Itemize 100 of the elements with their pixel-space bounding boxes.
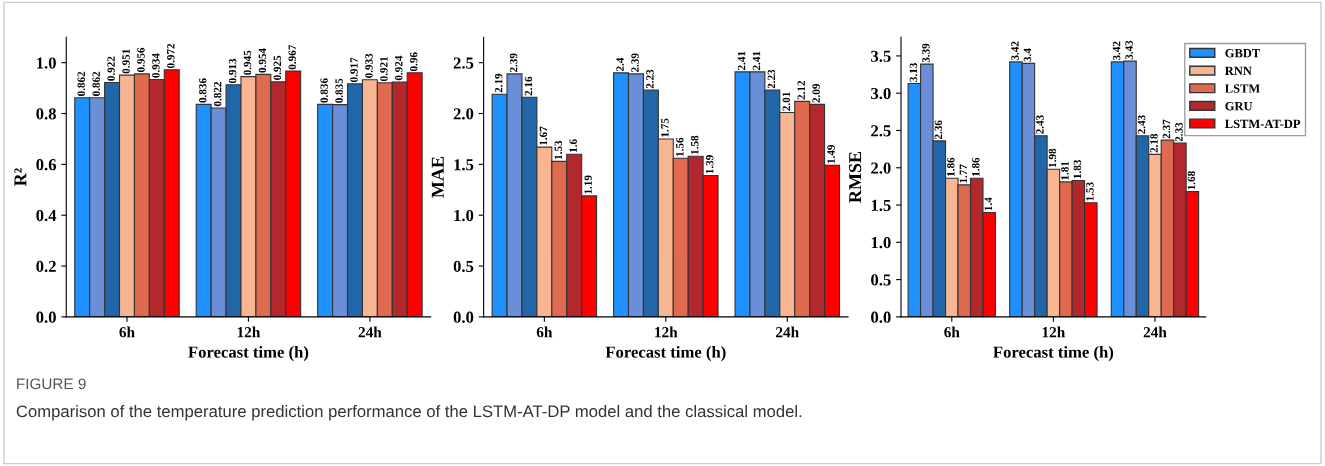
data-label: 2.43 [1036, 115, 1044, 134]
x-tick-label: 6h [944, 326, 960, 338]
data-label: 3.4 [1023, 48, 1032, 62]
data-label: 2.16 [524, 76, 533, 96]
data-label: 3.13 [909, 63, 918, 82]
y-tick-label: 0.2 [36, 260, 56, 273]
data-label: 0.917 [350, 57, 358, 82]
y-tick-label: 2.5 [871, 125, 891, 137]
data-label: 1.53 [1086, 182, 1094, 201]
data-label: 1.86 [972, 157, 980, 176]
x-axis-title: Forecast time (h) [605, 346, 726, 362]
data-label: 1.4 [984, 197, 993, 211]
x-tick-label: 24h [776, 326, 799, 338]
data-label: 1.81 [1061, 161, 1069, 180]
data-label: 2.18 [1150, 133, 1158, 153]
y-tick-label: 0.4 [36, 209, 57, 222]
data-label: 1.67 [539, 126, 548, 145]
data-label: 0.835 [335, 78, 343, 103]
data-label: 0.96 [409, 52, 418, 72]
y-tick-label: 3.5 [871, 50, 891, 62]
data-label: 0.951 [122, 49, 130, 74]
y-tick-label: 0.0 [36, 311, 56, 323]
y-axis-title: MAE [431, 156, 444, 198]
caption: FIGURE 9 [17, 378, 86, 390]
data-label: 0.934 [152, 53, 160, 78]
data-label: 2.01 [782, 92, 791, 111]
data-label: 1.53 [554, 140, 563, 160]
y-tick-label: 1.5 [871, 199, 891, 212]
x-tick-label: 6h [536, 326, 553, 338]
data-label: 0.862 [92, 71, 100, 96]
data-label: 0.924 [395, 55, 403, 81]
legend-label: RNN [1225, 66, 1252, 75]
data-label: 0.956 [137, 47, 145, 73]
data-label: 1.19 [584, 175, 592, 194]
y-tick-label: 1.5 [454, 159, 474, 171]
data-label: 3.42 [1011, 41, 1019, 61]
data-label: 2.23 [767, 69, 776, 89]
y-tick-label: 0.0 [453, 311, 474, 323]
y-tick-label: 0.5 [871, 274, 891, 286]
data-label: 0.836 [320, 78, 328, 103]
y-tick-label: 2.5 [453, 57, 474, 69]
y-tick-label: 0.5 [453, 260, 474, 273]
data-label: 2.33 [1175, 122, 1183, 142]
y-tick-label: 1.0 [37, 57, 56, 69]
data-label: 2.41 [752, 51, 761, 70]
data-label: 0.967 [288, 44, 297, 70]
legend-label: GBDT [1225, 49, 1261, 58]
y-tick-label: 0.6 [36, 159, 57, 171]
data-label: 2.23 [646, 69, 654, 89]
data-label: 1.77 [959, 164, 968, 183]
data-label: 0.913 [228, 58, 237, 83]
data-label: 1.56 [676, 137, 684, 156]
x-tick-label: 12h [1042, 326, 1066, 338]
x-tick-label: 24h [358, 326, 382, 338]
data-label: 0.954 [258, 48, 267, 73]
data-label: 1.86 [947, 157, 955, 176]
data-label: 3.43 [1125, 40, 1133, 60]
data-label: 0.922 [107, 56, 115, 81]
data-label: 1.98 [1048, 148, 1057, 167]
y-axis-title: R² [14, 168, 27, 186]
data-label: 0.862 [77, 71, 86, 96]
data-label: 2.37 [1162, 119, 1171, 139]
data-label: 3.42 [1112, 41, 1121, 61]
x-axis-title: Forecast time (h) [993, 346, 1114, 362]
y-axis-title: RMSE [849, 151, 862, 203]
data-label: 1.68 [1187, 171, 1196, 190]
data-label: 0.925 [273, 55, 282, 80]
legend-label: GRU [1225, 101, 1253, 111]
text: Comparison of the temperature prediction performance of the LSTM-AT-DP model and the classical model. [16, 404, 802, 421]
data-label: 2.19 [494, 73, 503, 93]
data-label: 0.933 [365, 53, 373, 78]
data-label: 1.6 [569, 139, 578, 152]
data-label: 2.39 [509, 53, 518, 73]
data-label: 1.58 [690, 135, 699, 154]
x-axis-title: Forecast time (h) [188, 346, 309, 362]
legend-label: LSTM [1225, 84, 1260, 93]
y-tick-label: 3.0 [871, 87, 891, 100]
x-tick-label: 12h [237, 326, 261, 338]
data-label: 2.41 [737, 51, 746, 70]
x-tick-label: 6h [119, 326, 135, 338]
y-tick-label: 1.0 [454, 209, 474, 222]
y-tick-label: 2.0 [453, 108, 474, 120]
data-label: 1.83 [1073, 159, 1082, 179]
data-label: 0.972 [167, 43, 175, 68]
data-label: 0.822 [213, 82, 222, 107]
data-label: 1.75 [661, 118, 669, 137]
y-tick-label: 0.8 [36, 108, 56, 120]
data-label: 2.43 [1137, 115, 1146, 134]
y-tick-label: 2.0 [871, 162, 891, 174]
x-tick-label: 24h [1143, 326, 1167, 338]
data-label: 0.921 [380, 56, 388, 81]
data-label: 1.49 [827, 144, 835, 164]
data-label: 0.945 [243, 50, 252, 75]
legend-label: LSTM-AT-DP [1225, 119, 1301, 129]
data-label: 2.39 [631, 53, 639, 73]
data-label: 2.09 [812, 83, 820, 103]
data-label: 0.836 [198, 78, 207, 103]
data-label: 2.4 [616, 57, 624, 72]
y-tick-label: 1.0 [871, 237, 891, 249]
data-label: 2.36 [934, 120, 943, 140]
